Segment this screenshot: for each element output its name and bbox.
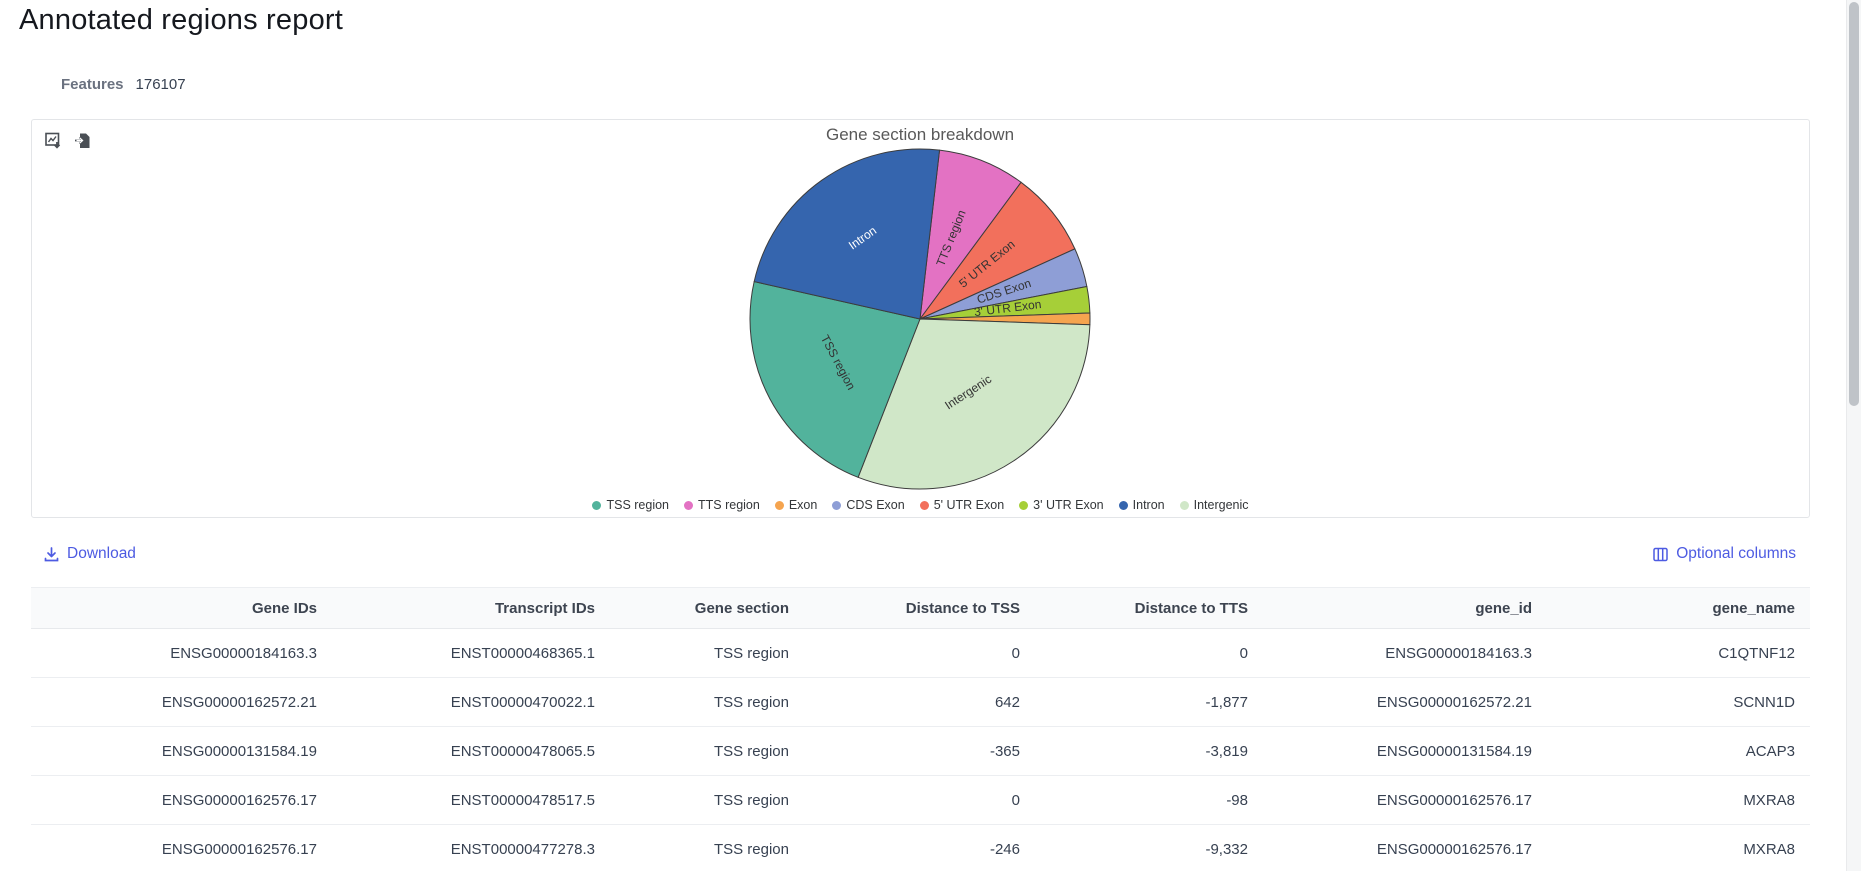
table-cell: ENST00000468365.1	[332, 628, 610, 678]
table-row: ENSG00000162576.17 ENST00000478517.5 TSS r…	[31, 775, 1810, 825]
table-cell: -3,819	[1035, 726, 1263, 776]
legend-item-intergenic[interactable]: Intergenic	[1179, 498, 1249, 512]
table-cell: 0	[804, 775, 1035, 825]
table-cell: ENSG00000184163.3	[31, 628, 332, 678]
table-cell: ENSG00000162576.17	[31, 775, 332, 825]
table-cell: -365	[804, 726, 1035, 776]
table-cell: -1,877	[1035, 677, 1263, 727]
save-image-icon[interactable]	[44, 131, 64, 151]
pie-slice-tts-region[interactable]	[919, 149, 1022, 320]
download-icon	[44, 546, 59, 561]
column-header-gene-ids: Gene IDs	[31, 587, 332, 629]
table-cell: ENSG00000184163.3	[1263, 628, 1547, 678]
table-row: ENSG00000131584.19 ENST00000478065.5 TSS r…	[31, 726, 1810, 776]
export-data-icon[interactable]	[73, 131, 93, 151]
legend-item-intron[interactable]: Intron	[1118, 498, 1165, 512]
legend-dot	[919, 500, 929, 510]
table-cell: ENSG00000162576.17	[1263, 775, 1547, 825]
table-cell: TSS region	[610, 775, 804, 825]
legend-item-tts-region[interactable]: TTS region	[684, 498, 760, 512]
table-cell: ENSG00000131584.19	[31, 726, 332, 776]
optional-columns-label: Optional columns	[1676, 545, 1796, 562]
table-cell: ENSG00000162576.17	[1263, 824, 1547, 871]
legend-dot	[832, 500, 842, 510]
annotated-regions-table: Gene IDs Transcript IDs Gene section Distan…	[31, 587, 1810, 871]
pie-slice-intergenic[interactable]	[857, 318, 1091, 490]
table-header-row: Gene IDs Transcript IDs Gene section Distan…	[31, 587, 1810, 629]
table-cell: MXRA8	[1547, 824, 1810, 871]
chart-legend: TSS region TTS region Exon CDS Exon 5' UTR E…	[32, 498, 1809, 512]
legend-label: CDS Exon	[846, 498, 905, 512]
page-title: Annotated regions report	[19, 4, 344, 36]
legend-item-3-utr-exon[interactable]: 3' UTR Exon	[1019, 498, 1104, 512]
legend-dot	[1118, 500, 1128, 510]
table-cell: -9,332	[1035, 824, 1263, 871]
legend-dot	[1179, 500, 1189, 510]
column-header-gene-section: Gene section	[610, 587, 804, 629]
table-cell: ENST00000478065.5	[332, 726, 610, 776]
legend-label: 5' UTR Exon	[933, 498, 1005, 512]
table-cell: TSS region	[610, 726, 804, 776]
features-summary: Features 176107	[61, 76, 186, 93]
column-header-gene-name: gene_name	[1547, 587, 1810, 629]
table-cell: TSS region	[610, 628, 804, 678]
table-cell: MXRA8	[1547, 775, 1810, 825]
legend-label: Exon	[788, 498, 818, 512]
table-actions: Download Optional columns	[0, 545, 1861, 571]
column-header-distance-to-tss: Distance to TSS	[804, 587, 1035, 629]
columns-icon	[1653, 547, 1668, 561]
table-cell: ENST00000477278.3	[332, 824, 610, 871]
table-cell: TSS region	[610, 824, 804, 871]
table-cell: ACAP3	[1547, 726, 1810, 776]
table-cell: C1QTNF12	[1547, 628, 1810, 678]
table-cell: ENSG00000131584.19	[1263, 726, 1547, 776]
legend-label: TTS region	[698, 498, 760, 512]
table-cell: -98	[1035, 775, 1263, 825]
legend-dot	[1019, 500, 1029, 510]
pie-slice-tss-region[interactable]	[749, 281, 921, 478]
column-header-gene-id: gene_id	[1263, 587, 1547, 629]
table-cell: ENST00000470022.1	[332, 677, 610, 727]
legend-item-cds-exon[interactable]: CDS Exon	[832, 498, 905, 512]
table-cell: ENSG00000162576.17	[31, 824, 332, 871]
legend-label: Intron	[1132, 498, 1165, 512]
legend-dot	[684, 500, 693, 510]
table-cell: 0	[1035, 628, 1263, 678]
pie-slice-intron[interactable]	[753, 148, 941, 320]
legend-item-exon[interactable]: Exon	[774, 498, 818, 512]
table-cell: SCNN1D	[1547, 677, 1810, 727]
features-value: 176107	[135, 76, 186, 93]
legend-label: 3' UTR Exon	[1033, 498, 1104, 512]
vertical-scrollbar	[1846, 0, 1861, 871]
table-cell: ENSG00000162572.21	[31, 677, 332, 727]
legend-label: TSS region	[606, 498, 669, 512]
chart-toolbox	[44, 131, 93, 151]
legend-label: Intergenic	[1193, 498, 1249, 512]
table-cell: 642	[804, 677, 1035, 727]
table-row: ENSG00000162576.17 ENST00000477278.3 TSS r…	[31, 824, 1810, 871]
optional-columns-button[interactable]: Optional columns	[1652, 545, 1796, 563]
download-button[interactable]: Download	[43, 545, 136, 563]
table-cell: -246	[804, 824, 1035, 871]
table-cell: TSS region	[610, 677, 804, 727]
legend-dot	[774, 500, 784, 510]
table-cell: 0	[804, 628, 1035, 678]
scrollbar-thumb[interactable]	[1849, 2, 1859, 406]
pie-chart: TTS region 5' UTR Exon CDS Exon 3' UTR Exon…	[746, 145, 1094, 493]
features-label: Features	[61, 76, 124, 93]
column-header-transcript-ids: Transcript IDs	[332, 587, 610, 629]
table-cell: ENSG00000162572.21	[1263, 677, 1547, 727]
chart-title: Gene section breakdown	[825, 125, 1015, 144]
chart-card: Gene section breakdown TTS region 5' UTR …	[31, 119, 1810, 518]
table-row: ENSG00000184163.3 ENST00000468365.1 TSS re…	[31, 628, 1810, 678]
download-label: Download	[67, 545, 136, 562]
legend-dot	[592, 500, 602, 510]
table-row: ENSG00000162572.21 ENST00000470022.1 TSS r…	[31, 677, 1810, 727]
column-header-distance-to-tts: Distance to TTS	[1035, 587, 1263, 629]
legend-item-tss-region[interactable]: TSS region	[592, 498, 669, 512]
legend-item-5-utr-exon[interactable]: 5' UTR Exon	[919, 498, 1005, 512]
table-cell: ENST00000478517.5	[332, 775, 610, 825]
